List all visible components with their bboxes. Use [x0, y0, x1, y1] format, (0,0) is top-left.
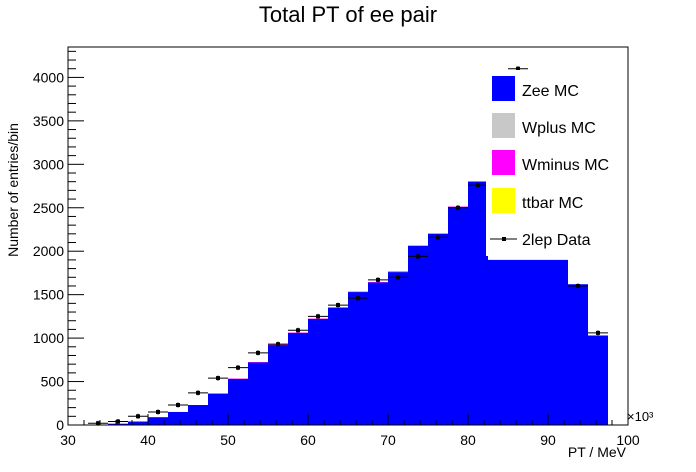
data-point-24	[568, 283, 588, 289]
bar-zee-mc-11	[308, 318, 328, 425]
bar-zee-mc-22	[528, 259, 548, 425]
y-tick-label: 0	[56, 417, 64, 433]
data-point-19	[468, 182, 488, 188]
x-tick-label: 90	[540, 432, 556, 448]
data-point-8	[248, 350, 268, 356]
bar-zee-mc-25	[588, 335, 608, 425]
legend-marker-data	[502, 237, 506, 241]
bar-zee-mc-24	[568, 284, 588, 425]
y-tick-label: 3500	[33, 113, 64, 129]
data-point-15	[388, 274, 408, 280]
legend-label-zee: Zee MC	[522, 83, 579, 100]
bar-zee-mc-10	[288, 332, 308, 425]
data-point-6	[208, 375, 228, 381]
bar-zee-mc-20	[488, 259, 508, 425]
bar-zee-mc-1	[108, 423, 128, 425]
bar-zee-mc-16	[408, 245, 428, 425]
data-point-4	[168, 402, 188, 408]
legend-swatch-wplus	[492, 113, 515, 138]
bar-zee-mc-8	[248, 362, 268, 425]
data-point-25	[588, 330, 608, 336]
y-axis: 0 500 1000 1500 2000 2500 3000 3500 4000	[33, 50, 84, 433]
data-point-16	[408, 253, 428, 259]
x-tick-label: 30	[60, 432, 76, 448]
data-point-9	[268, 341, 288, 347]
legend-label-wminus: Wminus MC	[522, 157, 609, 174]
y-tick-label: 1500	[33, 287, 64, 303]
data-point-13	[348, 295, 368, 301]
bar-zee-mc-17	[428, 233, 448, 425]
y-tick-label: 2000	[33, 243, 64, 259]
bar-zee-mc-6	[208, 393, 228, 425]
bar-zee-mc-19	[468, 181, 488, 425]
legend: Zee MC Wplus MC Wminus MC ttbar MC 2lep …	[486, 70, 624, 256]
x-axis-multiplier: ×10³	[627, 409, 654, 424]
legend-label-ttbar: ttbar MC	[522, 195, 583, 212]
bar-zee-mc-18	[448, 206, 468, 425]
x-tick-label: 40	[140, 432, 156, 448]
x-tick-label: 50	[220, 432, 236, 448]
data-point-3	[148, 409, 168, 415]
bar-zee-mc-5	[188, 405, 208, 425]
data-point-11	[308, 313, 328, 319]
bar-zee-mc-23	[548, 259, 568, 425]
x-axis-label: PT / MeV	[568, 444, 627, 460]
legend-label-wplus: Wplus MC	[522, 120, 596, 137]
bars-layer	[88, 181, 608, 425]
data-point-18	[448, 205, 468, 211]
data-point-1	[108, 419, 128, 425]
x-tick-label: 80	[460, 432, 476, 448]
data-point-12	[328, 302, 348, 308]
x-tick-label: 100	[616, 432, 640, 448]
legend-swatch-zee	[492, 76, 515, 101]
data-point-14	[368, 277, 388, 283]
y-tick-label: 2500	[33, 200, 64, 216]
y-axis-label: Number of entries/bin	[5, 123, 21, 257]
bar-zee-mc-13	[348, 292, 368, 425]
x-axis: 30 40 50 60 70 80 90 100	[60, 414, 640, 448]
bar-zee-mc-4	[168, 411, 188, 425]
data-point-2	[128, 413, 148, 419]
x-tick-label: 60	[300, 432, 316, 448]
data-point-7	[228, 365, 248, 371]
data-point-10	[288, 327, 308, 333]
plot-frame	[67, 46, 629, 426]
bar-zee-mc-7	[228, 378, 248, 425]
y-tick-label: 500	[41, 374, 65, 390]
bar-zee-mc-12	[328, 307, 348, 425]
bar-zee-mc-9	[268, 345, 288, 425]
data-point-5	[188, 390, 208, 396]
bar-zee-mc-14	[368, 282, 388, 425]
y-tick-label: 1000	[33, 330, 64, 346]
y-tick-label: 4000	[33, 69, 64, 85]
legend-label-data: 2lep Data	[522, 232, 591, 249]
bar-zee-mc-21	[508, 259, 528, 425]
chart-title: Total PT of ee pair	[259, 2, 437, 27]
y-tick-label: 3000	[33, 156, 64, 172]
bar-zee-mc-3	[148, 417, 168, 425]
legend-swatch-wminus	[492, 150, 515, 175]
legend-swatch-ttbar	[492, 188, 515, 213]
data-point-17	[428, 234, 448, 240]
x-tick-label: 70	[380, 432, 396, 448]
bar-zee-mc-15	[388, 272, 408, 425]
bar-zee-mc-2	[128, 421, 148, 425]
